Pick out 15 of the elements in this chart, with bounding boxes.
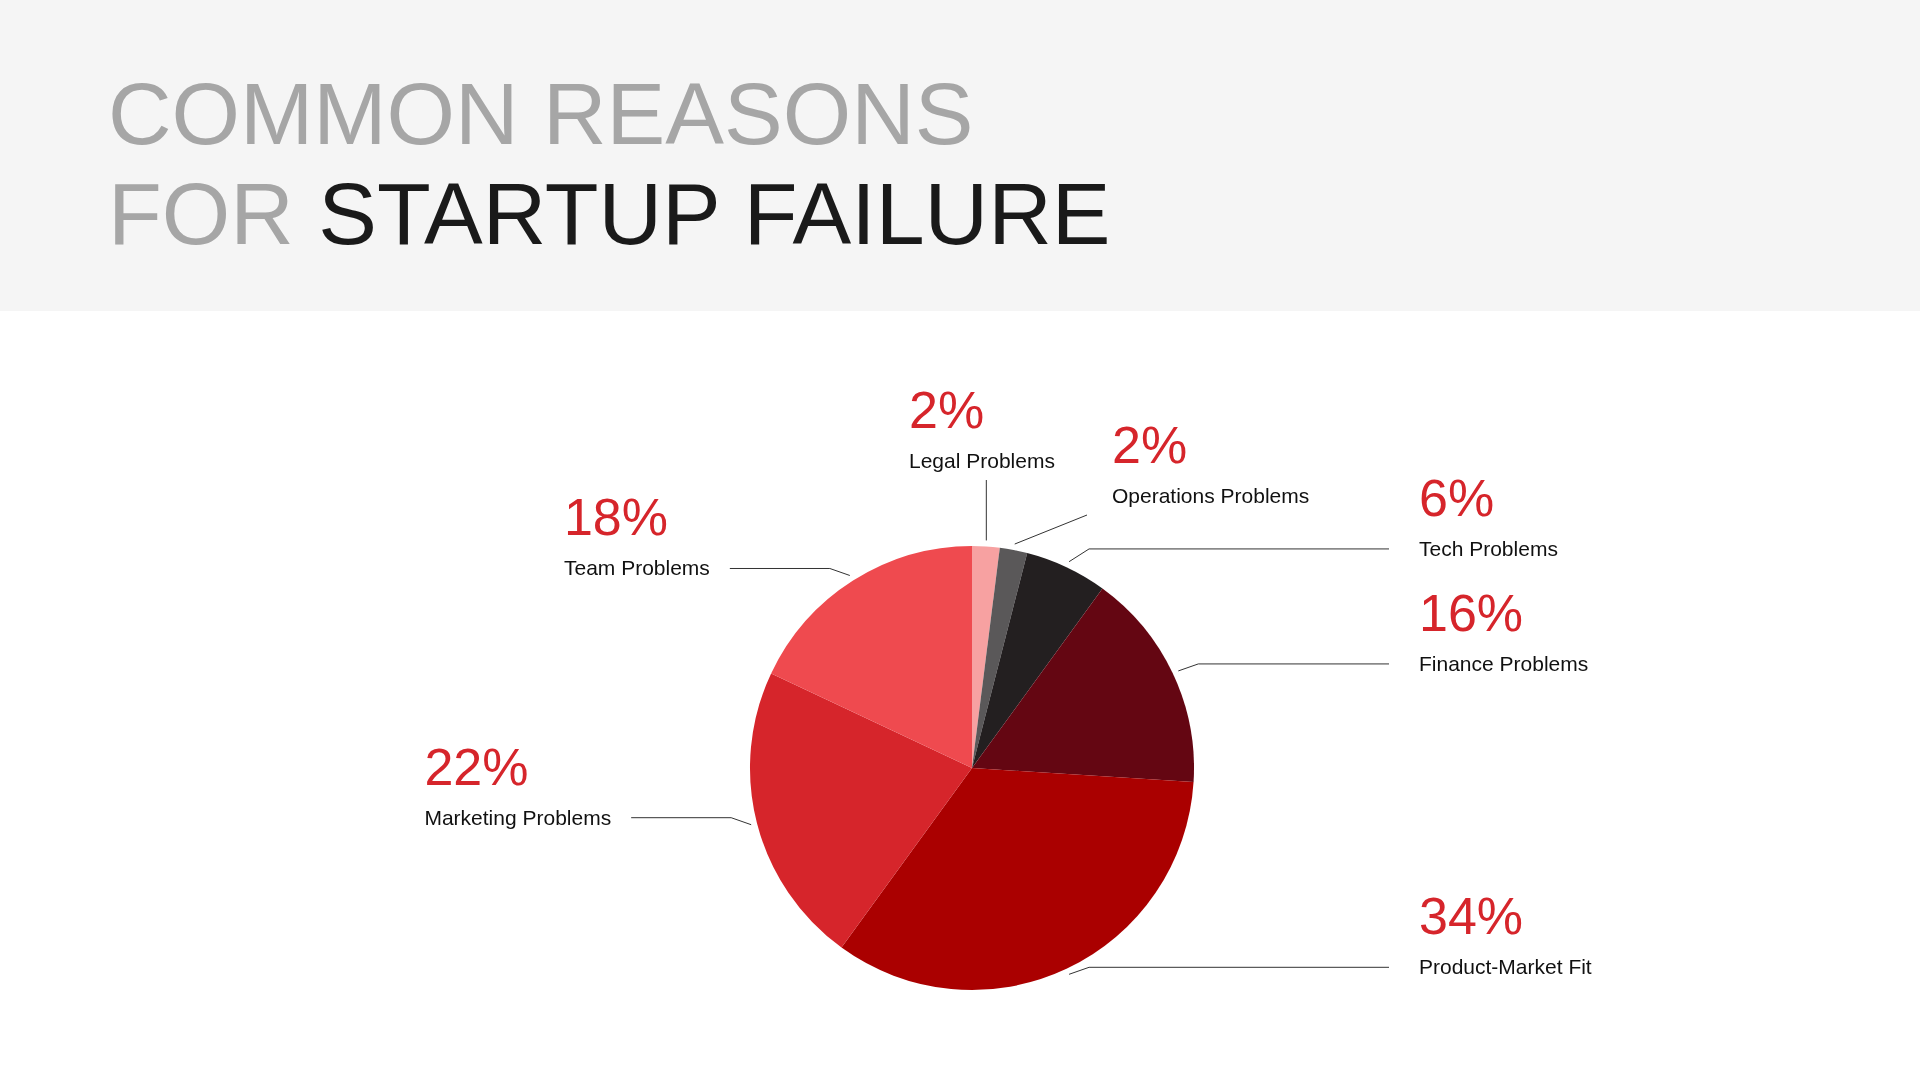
data-label: 2% [1112, 416, 1188, 474]
slice-label: Product-Market Fit [1419, 955, 1592, 979]
data-label: 16% [1419, 583, 1524, 642]
data-label: 6% [1419, 468, 1495, 527]
data-label: 34% [1419, 887, 1524, 946]
slice-label: Marketing Problems [424, 805, 612, 829]
slice-label: Tech Problems [1419, 536, 1558, 560]
chart-title: COMMON REASONS FOR STARTUP FAILURE [108, 64, 1111, 263]
data-label: 22% [424, 737, 529, 796]
slice-label: Finance Problems [1419, 651, 1589, 675]
data-label: 18% [563, 488, 669, 547]
slice-label: Team Problems [563, 556, 710, 580]
slice-label: Operations Problems [1112, 484, 1310, 507]
slice-label: Legal Problems [909, 449, 1055, 472]
data-label: 2% [909, 381, 985, 439]
